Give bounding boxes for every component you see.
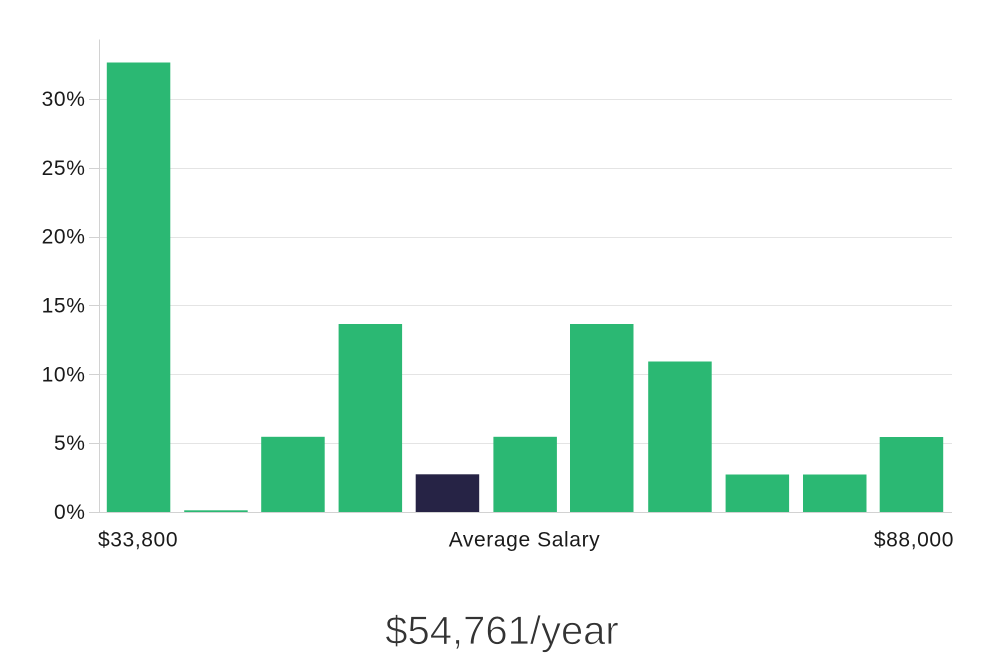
- svg-text:$54,761/year: $54,761/year: [385, 609, 619, 653]
- svg-text:15%: 15%: [42, 295, 86, 318]
- svg-text:$54,761/year: $54,761/year: [385, 609, 619, 653]
- svg-text:5%: 5%: [54, 432, 86, 455]
- svg-text:20%: 20%: [42, 226, 86, 249]
- svg-text:25%: 25%: [42, 157, 86, 180]
- svg-text:30%: 30%: [42, 88, 86, 111]
- svg-text:0%: 0%: [54, 501, 86, 524]
- svg-text:$88,000: $88,000: [874, 529, 954, 552]
- svg-text:$33,800: $33,800: [98, 529, 178, 552]
- svg-text:Average Salary: Average Salary: [449, 529, 601, 552]
- svg-text:10%: 10%: [42, 363, 86, 386]
